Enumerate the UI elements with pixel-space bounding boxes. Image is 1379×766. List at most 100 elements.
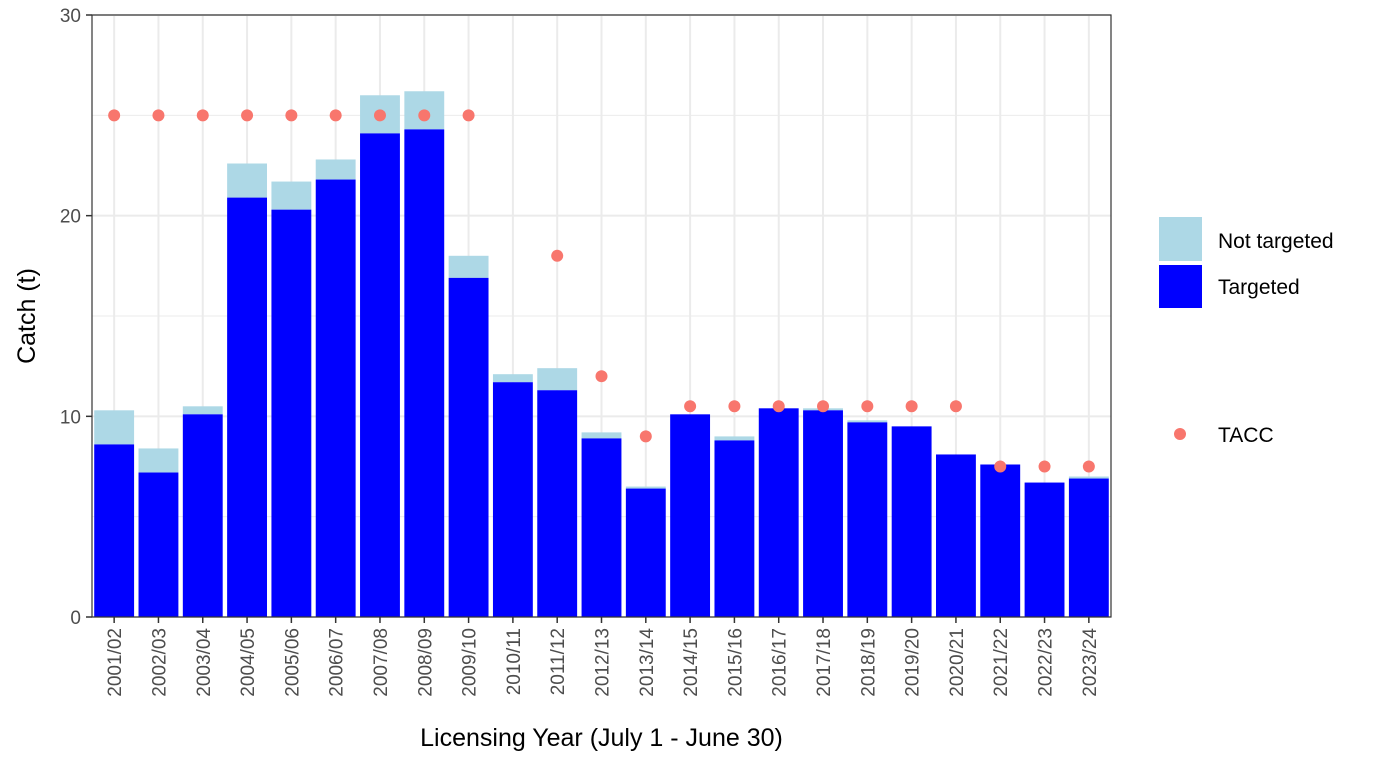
- x-tick-label: 2001/02: [105, 628, 126, 697]
- bar-targeted: [891, 426, 932, 617]
- tacc-point: [949, 400, 962, 413]
- bar-not-targeted: [1068, 476, 1109, 479]
- bar-targeted: [360, 133, 400, 618]
- legend-swatch-tacc: [1174, 428, 1186, 440]
- bar-targeted: [94, 444, 135, 617]
- x-tick-label: 2021/22: [991, 628, 1012, 697]
- bar-targeted: [271, 209, 312, 617]
- bars: [94, 91, 1109, 618]
- bar-not-targeted: [182, 406, 223, 415]
- x-tick-label: 2004/05: [238, 628, 259, 697]
- bar-targeted: [803, 410, 843, 617]
- x-tick-label: 2006/07: [327, 628, 348, 697]
- bar-not-targeted: [581, 432, 622, 439]
- bar-targeted: [1024, 482, 1065, 617]
- y-tick-label: 30: [60, 6, 81, 27]
- tacc-point: [905, 400, 918, 413]
- y-tick-label: 0: [70, 608, 81, 629]
- bar-targeted: [537, 390, 578, 617]
- bar-targeted: [758, 408, 799, 617]
- bar-not-targeted: [227, 163, 268, 198]
- bar-targeted: [935, 454, 976, 617]
- y-axis: 0 10 20 30: [60, 6, 92, 629]
- tacc-point: [462, 109, 475, 122]
- x-tick-label: 2002/03: [149, 628, 170, 697]
- bar-targeted: [670, 414, 711, 617]
- bar-not-targeted: [448, 255, 489, 278]
- tacc-point: [329, 109, 342, 122]
- x-tick-label: 2008/09: [415, 628, 436, 697]
- tacc-point: [285, 109, 298, 122]
- bar-not-targeted: [138, 448, 179, 473]
- bar-targeted: [315, 179, 356, 617]
- tacc-point: [595, 370, 608, 383]
- tacc-point: [728, 400, 741, 413]
- legend-label-not-targeted: Not targeted: [1218, 230, 1334, 253]
- x-tick-label: 2022/23: [1036, 628, 1057, 697]
- tacc-point: [108, 109, 121, 122]
- x-tick-label: 2018/19: [858, 628, 879, 697]
- bar-targeted: [581, 438, 622, 617]
- tacc-point: [1082, 460, 1095, 473]
- x-tick-label: 2003/04: [194, 628, 215, 697]
- x-tick-label: 2023/24: [1080, 628, 1101, 697]
- legend-label-targeted: Targeted: [1218, 276, 1300, 299]
- x-tick-label: 2017/18: [814, 628, 835, 697]
- bar-not-targeted: [847, 420, 888, 423]
- bar-targeted: [1068, 478, 1109, 617]
- tacc-point: [772, 400, 785, 413]
- x-tick-label: 2012/13: [593, 628, 614, 697]
- bar-targeted: [625, 488, 666, 617]
- tacc-points: [108, 109, 1095, 473]
- x-tick-label: 2010/11: [504, 628, 525, 695]
- y-axis-title: Catch (t): [13, 268, 41, 364]
- legend-swatch-not-targeted: [1159, 217, 1202, 261]
- x-axis: 2001/02 2002/03 2003/04 2004/05 2005/06 2006/…: [105, 617, 1101, 697]
- tacc-point: [684, 400, 697, 413]
- y-tick-label: 10: [60, 407, 81, 428]
- tacc-point: [817, 400, 830, 413]
- tacc-point: [418, 109, 431, 122]
- x-axis-title: Licensing Year (July 1 - June 30): [420, 724, 783, 752]
- x-tick-label: 2014/15: [681, 628, 702, 697]
- tacc-point: [1038, 460, 1051, 473]
- tacc-point: [551, 249, 564, 262]
- legend: Not targeted Targeted TACC: [1159, 217, 1334, 447]
- tacc-point: [861, 400, 874, 413]
- x-tick-label: 2013/14: [637, 628, 658, 697]
- x-tick-label: 2019/20: [903, 628, 924, 697]
- bar-targeted: [227, 197, 268, 617]
- x-tick-label: 2005/06: [282, 628, 303, 697]
- x-tick-label: 2007/08: [371, 628, 392, 697]
- legend-swatch-targeted: [1159, 265, 1202, 308]
- bar-not-targeted: [537, 368, 578, 391]
- bar-targeted: [980, 464, 1021, 617]
- x-tick-label: 2020/21: [947, 628, 968, 697]
- x-tick-label: 2011/12: [548, 628, 569, 695]
- bar-targeted: [404, 129, 445, 617]
- bar-not-targeted: [271, 181, 312, 210]
- bar-targeted: [138, 472, 179, 617]
- bar-targeted: [182, 414, 223, 617]
- bar-not-targeted: [492, 374, 533, 383]
- bar-targeted: [492, 382, 533, 617]
- tacc-point: [994, 460, 1007, 473]
- tacc-point: [196, 109, 209, 122]
- bar-targeted: [847, 422, 888, 617]
- bar-targeted: [714, 440, 755, 617]
- legend-label-tacc: TACC: [1218, 424, 1274, 447]
- bar-not-targeted: [714, 436, 755, 441]
- tacc-point: [373, 109, 386, 122]
- bar-not-targeted: [94, 410, 135, 445]
- bar-targeted: [448, 277, 489, 617]
- tacc-point: [152, 109, 165, 122]
- tacc-point: [241, 109, 254, 122]
- x-tick-label: 2009/10: [460, 628, 481, 697]
- x-tick-label: 2016/17: [770, 628, 791, 697]
- bar-not-targeted: [315, 159, 356, 180]
- x-tick-label: 2015/16: [725, 628, 746, 697]
- y-tick-label: 20: [60, 207, 81, 228]
- bar-not-targeted: [625, 486, 666, 489]
- tacc-point: [639, 430, 652, 443]
